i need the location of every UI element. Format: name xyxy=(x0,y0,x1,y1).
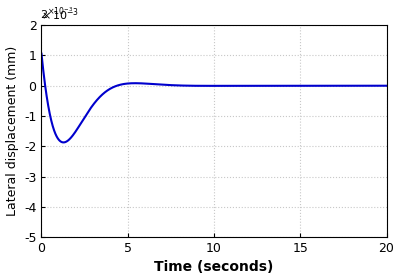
X-axis label: Time (seconds): Time (seconds) xyxy=(154,260,274,274)
Text: $\times\,10^{-3}$: $\times\,10^{-3}$ xyxy=(42,6,80,23)
Text: $2^{\times 10^{-3}}$: $2^{\times 10^{-3}}$ xyxy=(40,6,73,21)
Y-axis label: Lateral displacement (mm): Lateral displacement (mm) xyxy=(6,46,18,216)
